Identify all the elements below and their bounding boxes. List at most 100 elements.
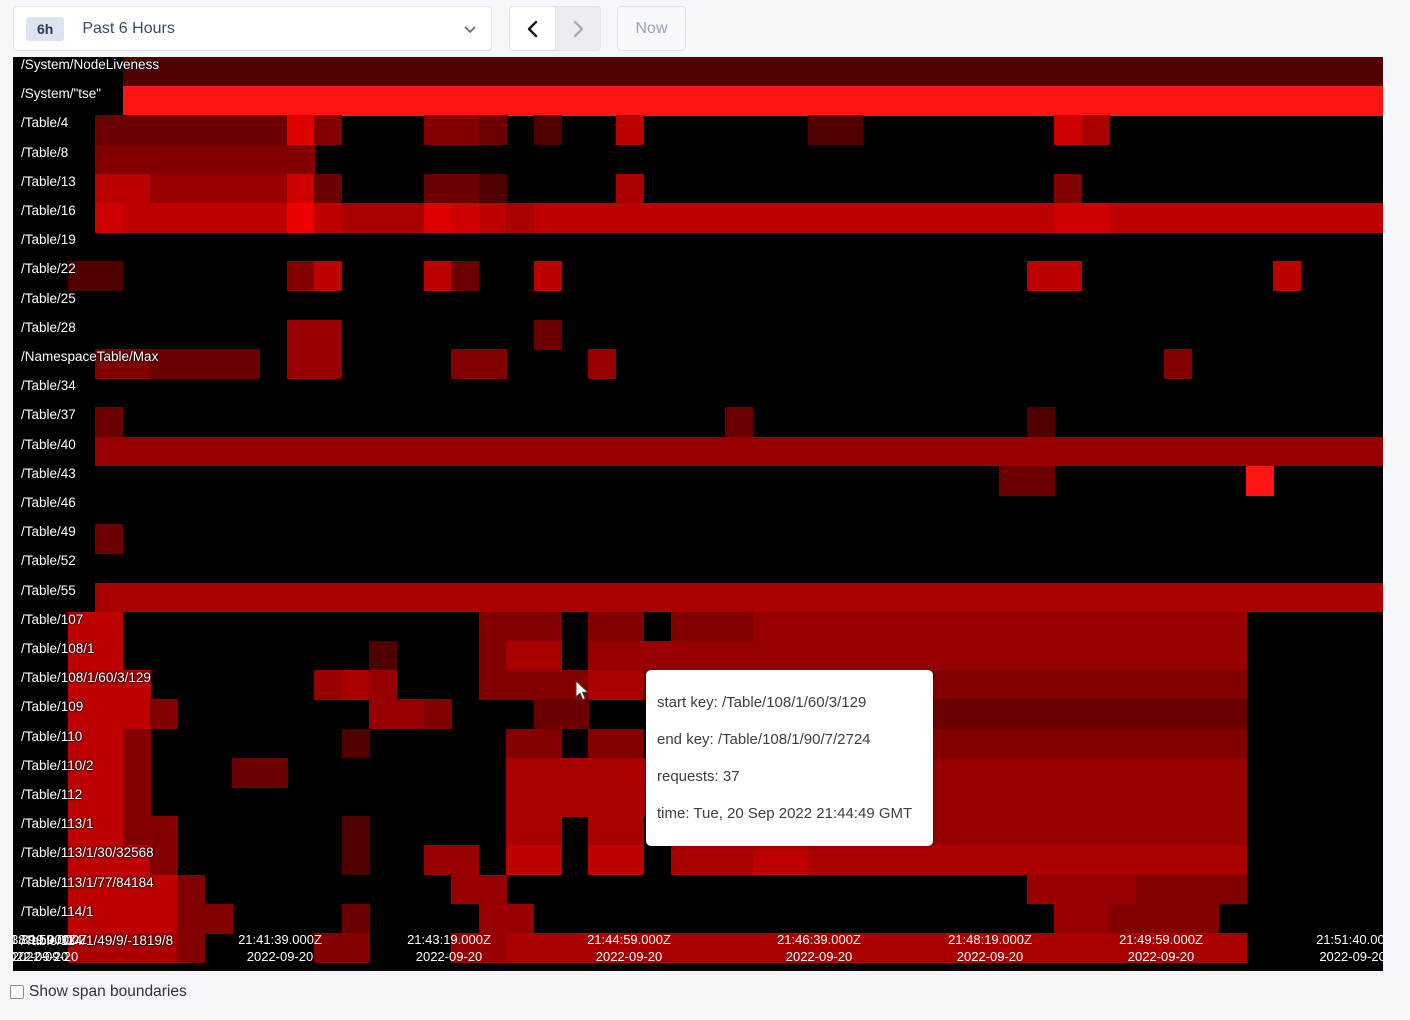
heatmap-cell[interactable]	[1026, 933, 1055, 963]
heatmap-cell[interactable]	[944, 757, 973, 788]
heatmap-cell[interactable]	[506, 436, 535, 467]
heatmap-cell[interactable]	[999, 699, 1028, 730]
heatmap-cell[interactable]	[204, 173, 233, 204]
heatmap-cell[interactable]	[1300, 57, 1329, 87]
heatmap-cell[interactable]	[615, 845, 644, 876]
heatmap-cell[interactable]	[314, 349, 343, 379]
heatmap-cell[interactable]	[698, 86, 726, 116]
heatmap-cell[interactable]	[1054, 173, 1083, 204]
heatmap-cell[interactable]	[889, 436, 918, 467]
heatmap-cell[interactable]	[314, 173, 343, 204]
keyvisualizer-heatmap[interactable]: /System/NodeLiveness/System/"tse"/Table/…	[13, 57, 1383, 971]
heatmap-cell[interactable]	[862, 933, 891, 963]
heatmap-cell[interactable]	[341, 903, 370, 934]
heatmap-cell[interactable]	[725, 641, 754, 671]
heatmap-cell[interactable]	[1218, 670, 1247, 700]
heatmap-cell[interactable]	[972, 670, 1000, 700]
heatmap-cell[interactable]	[725, 203, 754, 233]
heatmap-cell[interactable]	[122, 874, 151, 905]
heatmap-cell[interactable]	[1218, 699, 1247, 730]
heatmap-cell[interactable]	[1273, 57, 1302, 87]
heatmap-cell[interactable]	[670, 436, 699, 467]
heatmap-cell[interactable]	[341, 845, 370, 876]
heatmap-cell[interactable]	[478, 874, 507, 905]
heatmap-cell[interactable]	[341, 816, 370, 846]
heatmap-cell[interactable]	[917, 57, 946, 87]
heatmap-cell[interactable]	[1136, 699, 1165, 730]
heatmap-cell[interactable]	[478, 115, 507, 146]
heatmap-cell[interactable]	[1355, 86, 1383, 116]
heatmap-cell[interactable]	[780, 641, 809, 671]
heatmap-cell[interactable]	[752, 933, 781, 963]
heatmap-cell[interactable]	[478, 349, 507, 379]
heatmap-cell[interactable]	[177, 874, 206, 905]
heatmap-cell[interactable]	[972, 86, 1000, 116]
heatmap-cell[interactable]	[561, 933, 589, 963]
heatmap-cell[interactable]	[862, 582, 891, 613]
heatmap-cell[interactable]	[588, 582, 617, 613]
heatmap-cell[interactable]	[232, 144, 261, 175]
heatmap-cell[interactable]	[944, 641, 973, 671]
heatmap-cell[interactable]	[95, 349, 124, 379]
heatmap-cell[interactable]	[451, 261, 480, 292]
heatmap-cell[interactable]	[1191, 757, 1220, 788]
heatmap-cell[interactable]	[1191, 86, 1220, 116]
heatmap-cell[interactable]	[122, 816, 151, 846]
heatmap-cell[interactable]	[95, 787, 124, 817]
heatmap-cell[interactable]	[1054, 115, 1083, 146]
heatmap-cell[interactable]	[259, 203, 288, 233]
heatmap-cell[interactable]	[150, 349, 178, 379]
heatmap-cell[interactable]	[1026, 86, 1055, 116]
heatmap-cell[interactable]	[1163, 436, 1192, 467]
heatmap-cell[interactable]	[1328, 436, 1357, 467]
heatmap-cell[interactable]	[835, 115, 863, 146]
heatmap-cell[interactable]	[725, 57, 754, 87]
heatmap-cell[interactable]	[615, 203, 644, 233]
next-time-button[interactable]	[555, 7, 600, 50]
heatmap-cell[interactable]	[972, 57, 1000, 87]
heatmap-cell[interactable]	[232, 203, 261, 233]
heatmap-cell[interactable]	[588, 845, 617, 876]
heatmap-cell[interactable]	[752, 641, 781, 671]
heatmap-canvas[interactable]	[13, 57, 1383, 971]
heatmap-cell[interactable]	[972, 933, 1000, 963]
heatmap-cell[interactable]	[999, 203, 1028, 233]
heatmap-cell[interactable]	[1163, 611, 1192, 642]
heatmap-cell[interactable]	[122, 86, 151, 116]
heatmap-cell[interactable]	[944, 787, 973, 817]
heatmap-cell[interactable]	[889, 203, 918, 233]
heatmap-cell[interactable]	[259, 582, 288, 613]
heatmap-cell[interactable]	[780, 436, 809, 467]
heatmap-cell[interactable]	[999, 728, 1028, 759]
heatmap-cell[interactable]	[177, 582, 206, 613]
heatmap-cell[interactable]	[478, 57, 507, 87]
heatmap-cell[interactable]	[1081, 874, 1110, 905]
heatmap-cell[interactable]	[1191, 582, 1220, 613]
heatmap-cell[interactable]	[1191, 787, 1220, 817]
heatmap-cell[interactable]	[615, 933, 644, 963]
heatmap-cell[interactable]	[451, 115, 480, 146]
heatmap-cell[interactable]	[698, 845, 726, 876]
heatmap-cell[interactable]	[835, 582, 863, 613]
heatmap-cell[interactable]	[506, 845, 535, 876]
heatmap-cell[interactable]	[424, 115, 452, 146]
heatmap-cell[interactable]	[1218, 436, 1247, 467]
heatmap-cell[interactable]	[506, 641, 535, 671]
heatmap-cell[interactable]	[561, 436, 589, 467]
heatmap-cell[interactable]	[150, 115, 178, 146]
heatmap-cell[interactable]	[1081, 86, 1110, 116]
heatmap-cell[interactable]	[95, 874, 124, 905]
heatmap-cell[interactable]	[807, 845, 836, 876]
heatmap-cell[interactable]	[95, 173, 124, 204]
heatmap-cell[interactable]	[95, 261, 124, 292]
heatmap-cell[interactable]	[150, 173, 178, 204]
heatmap-cell[interactable]	[1163, 757, 1192, 788]
heatmap-cell[interactable]	[1109, 903, 1137, 934]
heatmap-cell[interactable]	[314, 319, 343, 350]
heatmap-cell[interactable]	[1136, 874, 1165, 905]
heatmap-cell[interactable]	[1191, 699, 1220, 730]
heatmap-cell[interactable]	[1026, 845, 1055, 876]
heatmap-cell[interactable]	[369, 203, 398, 233]
heatmap-cell[interactable]	[1081, 115, 1110, 146]
heatmap-cell[interactable]	[862, 86, 891, 116]
